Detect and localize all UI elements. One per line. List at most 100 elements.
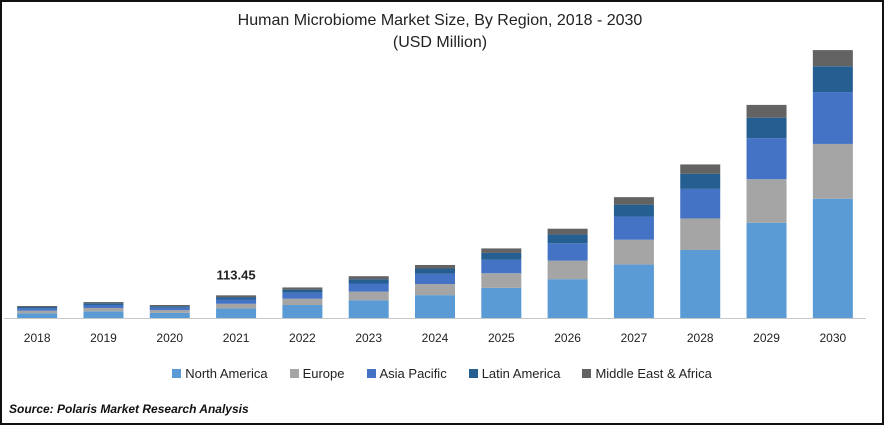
bar-segment xyxy=(348,291,389,301)
bar-segment xyxy=(680,164,721,174)
bar-segment xyxy=(282,292,323,299)
bar-segment xyxy=(481,248,522,253)
bar-segment xyxy=(415,268,455,274)
bar-segment xyxy=(149,312,190,318)
bar-segment xyxy=(17,305,58,307)
bar-segment xyxy=(216,297,257,300)
bar-segment xyxy=(149,307,190,311)
bar-segment xyxy=(282,287,323,290)
chart-legend: North America Europe Asia Pacific Latin Ame… xyxy=(0,366,884,381)
chart-title-line2: (USD Million) xyxy=(392,34,488,51)
bar-segment xyxy=(746,222,787,318)
bar-segment xyxy=(481,273,522,288)
bar-segment xyxy=(216,303,257,309)
bar-segment xyxy=(216,299,257,304)
x-tick-label: 2022 xyxy=(289,331,316,345)
bar-segment xyxy=(415,284,455,296)
bar-segment xyxy=(83,311,124,318)
bar-segment xyxy=(746,104,787,118)
legend-item: Europe xyxy=(289,366,345,381)
bar-segment xyxy=(17,308,58,311)
bar-segment xyxy=(547,260,588,280)
legend-label: Europe xyxy=(302,366,345,381)
legend-label: North America xyxy=(185,366,268,381)
bar-segment xyxy=(415,273,455,285)
bar-segment xyxy=(680,173,721,189)
chart-title: Human Microbiome Market Size, By Region,… xyxy=(0,10,880,54)
bar-segment xyxy=(613,264,654,318)
legend-swatch xyxy=(289,369,299,378)
bar-segment xyxy=(415,264,455,269)
bar-segment xyxy=(17,310,58,314)
x-tick-label: 2019 xyxy=(90,331,117,345)
data-label: 113.45 xyxy=(217,267,256,282)
bar-segment xyxy=(348,283,389,292)
x-tick-label: 2030 xyxy=(819,331,846,345)
bar-segment xyxy=(812,198,853,318)
x-tick-label: 2021 xyxy=(223,331,250,345)
chart-title-line1: Human Microbiome Market Size, By Region,… xyxy=(237,12,643,29)
legend-item: Middle East & Africa xyxy=(582,366,712,381)
bar-segment xyxy=(680,249,721,318)
x-tick-label: 2023 xyxy=(355,331,382,345)
legend-label: Middle East & Africa xyxy=(595,366,712,381)
bar-segment xyxy=(547,234,588,244)
bar-segment xyxy=(746,179,787,223)
legend-swatch xyxy=(366,369,376,378)
bar-segment xyxy=(680,188,721,219)
x-tick-label: 2029 xyxy=(753,331,780,345)
bar-segment xyxy=(680,218,721,250)
bar-segment xyxy=(17,313,58,318)
x-tick-label: 2024 xyxy=(422,331,449,345)
bar-segment xyxy=(746,138,787,180)
legend-swatch xyxy=(172,369,182,378)
bar-segment xyxy=(481,287,522,318)
x-tick-label: 2026 xyxy=(554,331,581,345)
bar-segment xyxy=(812,66,853,93)
bar-segment xyxy=(348,276,389,280)
bar-segment xyxy=(83,304,124,308)
source-note: Source: Polaris Market Research Analysis xyxy=(9,402,249,416)
legend-item: Asia Pacific xyxy=(366,366,447,381)
legend-label: Asia Pacific xyxy=(379,366,447,381)
x-tick-label: 2020 xyxy=(156,331,183,345)
x-tick-label: 2027 xyxy=(621,331,648,345)
legend-item: North America xyxy=(172,366,268,381)
bar-segment xyxy=(547,243,588,261)
bar-segment xyxy=(547,228,588,235)
bar-segment xyxy=(149,304,190,307)
bar-segment xyxy=(83,302,124,304)
legend-swatch xyxy=(582,369,592,378)
bar-segment xyxy=(613,197,654,205)
x-tick-label: 2028 xyxy=(687,331,714,345)
bar-segment xyxy=(812,50,853,67)
bar-segment xyxy=(17,306,58,309)
bar-segment xyxy=(481,259,522,274)
bar-segment xyxy=(348,279,389,284)
bar-segment xyxy=(348,300,389,318)
x-tick-label: 2018 xyxy=(24,331,51,345)
bar-segment xyxy=(282,298,323,305)
bar-segment xyxy=(216,295,257,298)
legend-item: Latin America xyxy=(468,366,561,381)
bar-segment xyxy=(547,279,588,318)
bar-segment xyxy=(83,307,124,312)
bar-segment xyxy=(613,239,654,265)
bar-segment xyxy=(481,252,522,260)
bar-segment xyxy=(282,289,323,293)
bar-segment xyxy=(613,216,654,240)
x-tick-label: 2025 xyxy=(488,331,515,345)
bar-segment xyxy=(812,143,853,199)
legend-label: Latin America xyxy=(481,366,561,381)
bar-segment xyxy=(415,295,455,318)
bar-segment xyxy=(746,117,787,139)
bar-segment xyxy=(812,92,853,144)
legend-swatch xyxy=(468,369,478,378)
bar-segment xyxy=(149,310,190,313)
bar-segment xyxy=(83,303,124,305)
bar-segment xyxy=(613,204,654,217)
bar-segment xyxy=(216,308,257,318)
bar-segment xyxy=(282,304,323,318)
